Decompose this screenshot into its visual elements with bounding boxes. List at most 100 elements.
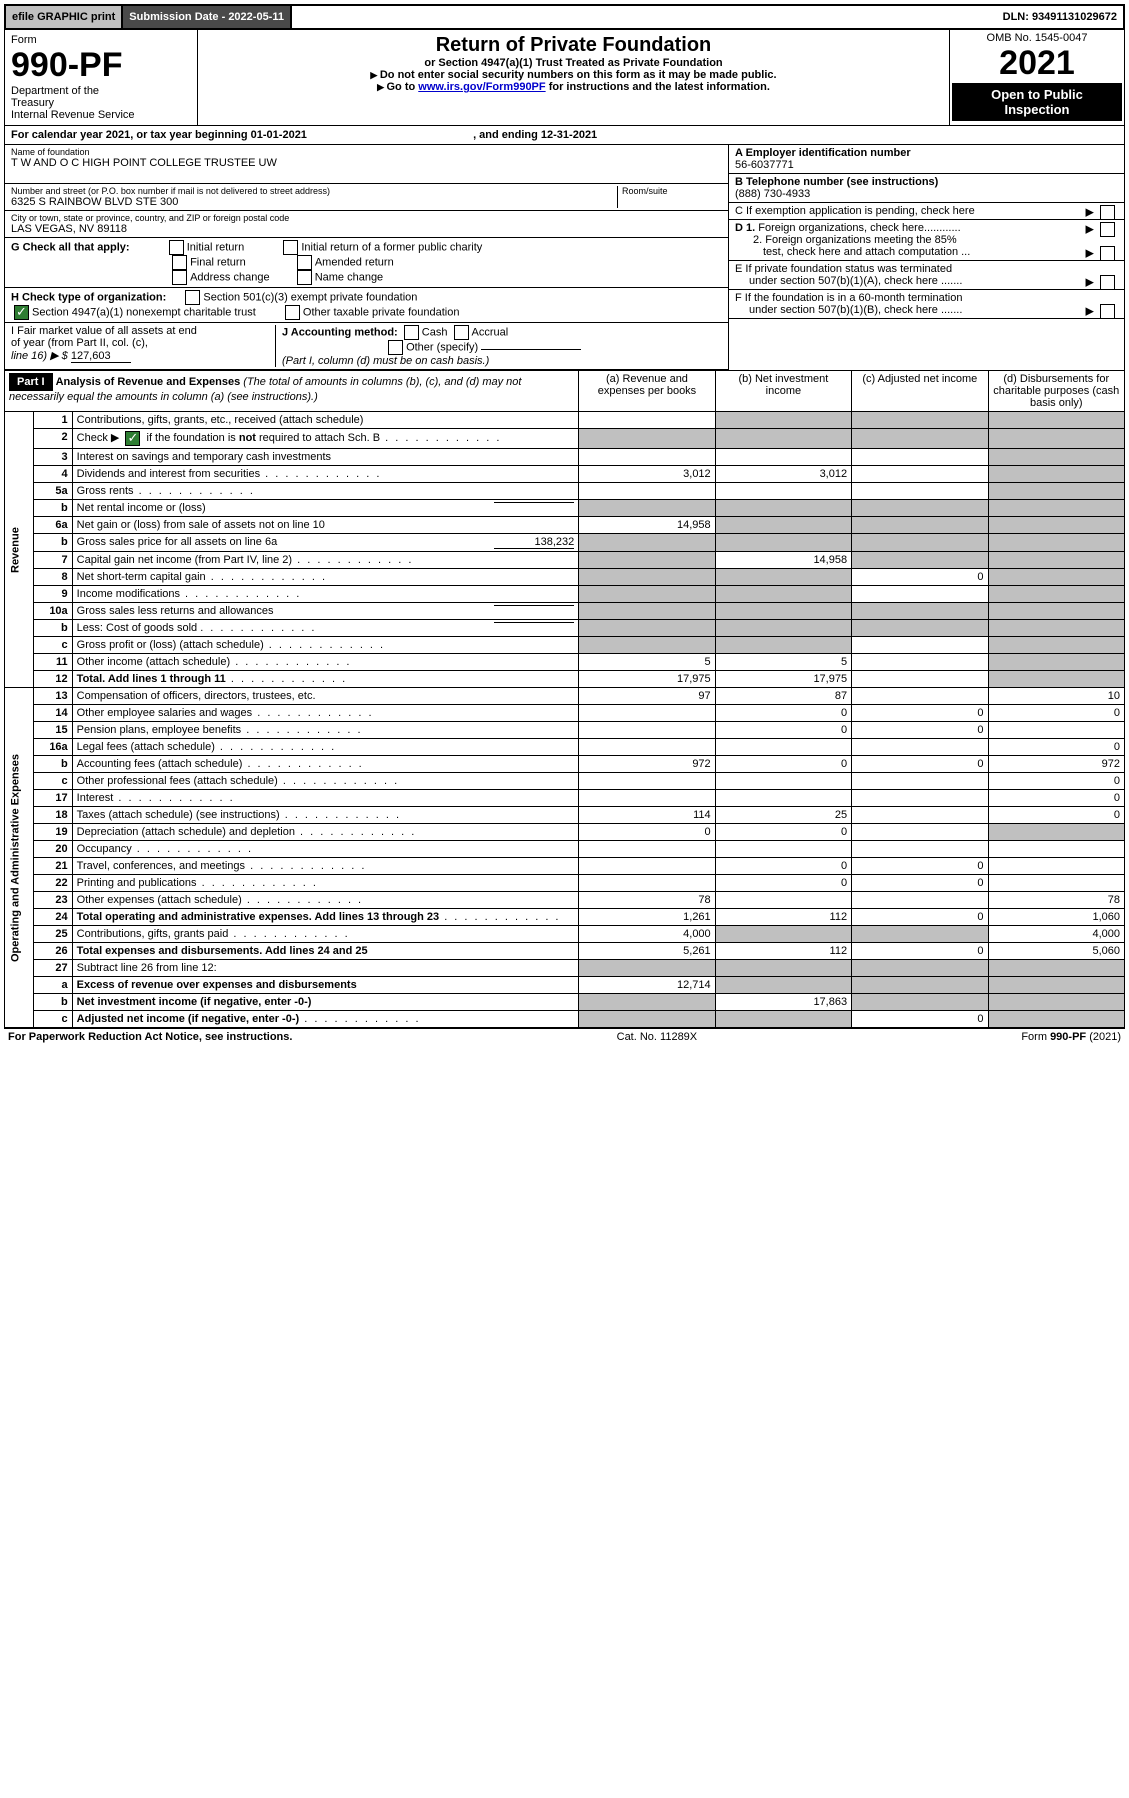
line-description: Pension plans, employee benefits (72, 722, 579, 739)
table-row: cOther professional fees (attach schedul… (5, 773, 1125, 790)
f1-text: F If the foundation is in a 60-month ter… (735, 292, 962, 304)
cb-exemption-pending[interactable] (1100, 205, 1115, 220)
value-cell (852, 412, 988, 429)
value-cell (579, 552, 715, 569)
col-d-header: (d) Disbursements for charitable purpose… (988, 371, 1124, 412)
value-cell: 0 (715, 705, 851, 722)
form-header: Form 990-PF Department of the Treasury I… (4, 30, 1125, 126)
note-ssn: Do not enter social security numbers on … (202, 69, 945, 81)
table-row: 3Interest on savings and temporary cash … (5, 449, 1125, 466)
value-cell (715, 637, 851, 654)
table-row: 6aNet gain or (loss) from sale of assets… (5, 517, 1125, 534)
fmv-value: 127,603 (71, 350, 131, 363)
value-cell (852, 449, 988, 466)
value-cell (852, 671, 988, 688)
table-row: 17Interest0 (5, 790, 1125, 807)
line-number: 11 (33, 654, 72, 671)
value-cell (579, 875, 715, 892)
value-cell (852, 892, 988, 909)
cb-name-change[interactable] (297, 270, 312, 285)
cb-initial-return[interactable] (169, 240, 184, 255)
value-cell: 1,261 (579, 909, 715, 926)
value-cell (852, 637, 988, 654)
cb-85pct-test[interactable] (1100, 246, 1115, 261)
cb-initial-former[interactable] (283, 240, 298, 255)
form990pf-link[interactable]: www.irs.gov/Form990PF (418, 81, 545, 93)
col-b-header: (b) Net investment income (715, 371, 851, 412)
value-cell (988, 858, 1124, 875)
footer-mid: Cat. No. 11289X (617, 1031, 698, 1043)
cb-final-return[interactable] (172, 255, 187, 270)
line-number: 22 (33, 875, 72, 892)
value-cell: 0 (852, 858, 988, 875)
cb-foreign-org[interactable] (1100, 222, 1115, 237)
form-number: 990-PF (11, 46, 191, 85)
cb-address-change[interactable] (172, 270, 187, 285)
line-description: Gross sales less returns and allowances (72, 603, 579, 620)
value-cell: 17,975 (715, 671, 851, 688)
value-cell (579, 739, 715, 756)
cb-501c3[interactable] (185, 290, 200, 305)
value-cell: 972 (988, 756, 1124, 773)
part1-label: Part I (9, 373, 53, 391)
cb-amended-return[interactable] (297, 255, 312, 270)
value-cell: 12,714 (579, 977, 715, 994)
value-cell: 97 (579, 688, 715, 705)
line-description: Other expenses (attach schedule) (72, 892, 579, 909)
cb-4947a1[interactable] (14, 305, 29, 320)
efile-print-button[interactable]: efile GRAPHIC print (6, 6, 123, 28)
f2-text: under section 507(b)(1)(B), check here .… (749, 304, 962, 316)
line-number: 7 (33, 552, 72, 569)
line-number: 5a (33, 483, 72, 500)
value-cell (715, 739, 851, 756)
value-cell (579, 773, 715, 790)
table-row: 9Income modifications (5, 586, 1125, 603)
line-description: Interest (72, 790, 579, 807)
value-cell (715, 429, 851, 449)
table-row: 16aLegal fees (attach schedule)0 (5, 739, 1125, 756)
table-row: 2Check ▶ if the foundation is not requir… (5, 429, 1125, 449)
value-cell (715, 892, 851, 909)
cb-accrual[interactable] (454, 325, 469, 340)
cb-sch-b[interactable] (125, 431, 140, 446)
value-cell: 0 (715, 722, 851, 739)
cb-cash[interactable] (404, 325, 419, 340)
value-cell (988, 483, 1124, 500)
value-cell (715, 569, 851, 586)
value-cell (715, 960, 851, 977)
value-cell (715, 483, 851, 500)
line-description: Travel, conferences, and meetings (72, 858, 579, 875)
table-row: 19Depreciation (attach schedule) and dep… (5, 824, 1125, 841)
info-block: Name of foundation T W AND O C HIGH POIN… (4, 145, 1125, 370)
cb-other-method[interactable] (388, 340, 403, 355)
value-cell (715, 517, 851, 534)
submission-date: Submission Date - 2022-05-11 (123, 6, 292, 28)
line-number: b (33, 994, 72, 1011)
room-label: Room/suite (622, 186, 722, 196)
line-number: 13 (33, 688, 72, 705)
value-cell (579, 586, 715, 603)
footer-right: Form 990-PF (2021) (1021, 1031, 1121, 1043)
line-description: Compensation of officers, directors, tru… (72, 688, 579, 705)
value-cell (579, 841, 715, 858)
value-cell: 5,060 (988, 943, 1124, 960)
value-cell (852, 994, 988, 1011)
value-cell (988, 466, 1124, 483)
value-cell: 78 (579, 892, 715, 909)
value-cell: 0 (988, 739, 1124, 756)
value-cell (715, 449, 851, 466)
value-cell: 25 (715, 807, 851, 824)
cb-507b1b[interactable] (1100, 304, 1115, 319)
line-description: Taxes (attach schedule) (see instruction… (72, 807, 579, 824)
i-line2: of year (from Part II, col. (c), (11, 337, 271, 349)
value-cell (852, 807, 988, 824)
value-cell (579, 449, 715, 466)
omb-number: OMB No. 1545-0047 (952, 32, 1122, 44)
value-cell (988, 603, 1124, 620)
value-cell (579, 483, 715, 500)
value-cell: 0 (852, 756, 988, 773)
cb-507b1a[interactable] (1100, 275, 1115, 290)
value-cell (715, 412, 851, 429)
cb-other-taxable[interactable] (285, 305, 300, 320)
value-cell (988, 1011, 1124, 1028)
